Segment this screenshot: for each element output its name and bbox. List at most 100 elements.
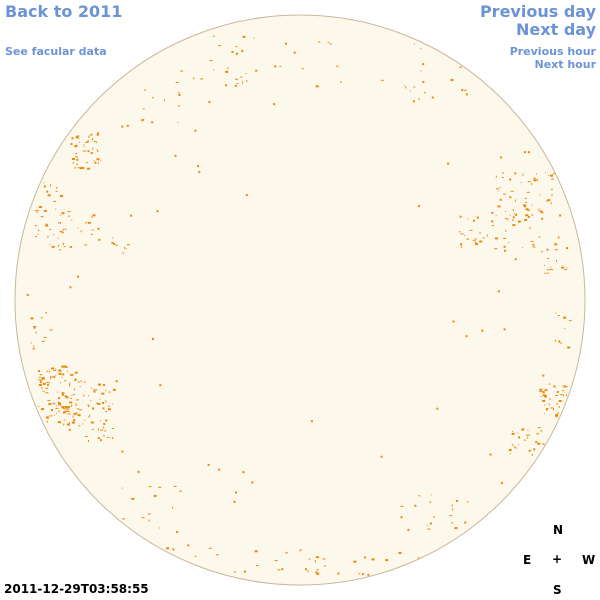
plage-speck: [371, 558, 375, 561]
plage-speck: [413, 43, 415, 45]
plage-speck: [532, 246, 536, 248]
plage-speck: [315, 85, 319, 88]
plage-speck: [107, 408, 111, 411]
plage-speck: [231, 51, 234, 53]
plage-speck: [466, 238, 468, 241]
plage-speck: [512, 219, 514, 221]
plage-speck: [111, 241, 114, 244]
plage-speck: [514, 172, 517, 175]
plage-speck: [236, 83, 239, 85]
plage-speck: [148, 519, 150, 522]
plage-speck: [464, 521, 467, 524]
see-facular-data-link[interactable]: See facular data: [5, 45, 107, 58]
plage-speck: [105, 400, 107, 403]
plage-speck: [553, 385, 556, 388]
plage-speck: [500, 156, 503, 159]
plage-speck: [550, 266, 552, 268]
plage-speck: [41, 387, 43, 389]
plage-speck: [527, 209, 531, 211]
plage-speck: [93, 160, 95, 162]
plage-speck: [420, 48, 422, 50]
plage-speck: [67, 215, 70, 217]
plage-speck: [66, 408, 70, 410]
plage-speck: [451, 504, 453, 507]
plage-speck: [482, 237, 485, 239]
plage-speck: [429, 501, 431, 503]
plage-speck: [514, 446, 516, 448]
compass-north-label: N: [553, 523, 564, 537]
plage-speck: [558, 237, 560, 239]
plage-speck: [559, 214, 562, 217]
plage-speck: [69, 286, 72, 289]
plage-speck: [558, 405, 560, 408]
plage-speck: [38, 229, 40, 232]
plage-speck: [550, 202, 552, 205]
plage-speck: [529, 226, 531, 229]
plage-speck: [141, 517, 145, 519]
plage-speck: [75, 403, 77, 404]
plage-speck: [90, 387, 92, 389]
plage-speck: [173, 485, 177, 487]
plage-speck: [43, 182, 45, 184]
plage-speck: [87, 167, 90, 170]
plage-speck: [558, 340, 561, 343]
plage-speck: [555, 394, 558, 396]
plage-speck: [459, 215, 462, 218]
plage-speck: [474, 238, 477, 240]
plage-speck: [245, 73, 247, 74]
plage-speck: [520, 182, 522, 184]
plage-speck: [53, 200, 57, 202]
plage-speck: [38, 206, 42, 208]
plage-speck: [234, 571, 236, 573]
previous-hour-link[interactable]: Previous hour: [509, 45, 596, 58]
plage-speck: [544, 272, 547, 274]
plage-speck: [68, 422, 70, 425]
previous-day-link[interactable]: Previous day: [479, 2, 596, 21]
plage-speck: [539, 388, 543, 391]
plage-speck: [497, 290, 500, 293]
compass-east-label: E: [523, 553, 532, 567]
plage-speck: [451, 522, 453, 524]
plage-speck: [549, 398, 551, 400]
plage-speck: [49, 415, 53, 417]
plage-speck: [489, 453, 492, 456]
plage-speck: [512, 224, 516, 227]
plage-speck: [147, 513, 151, 515]
plage-speck: [53, 375, 56, 378]
plage-speck: [340, 80, 342, 83]
plage-speck: [273, 103, 276, 106]
plage-speck: [537, 442, 541, 445]
plage-speck: [423, 92, 426, 94]
plage-speck: [142, 108, 145, 110]
plage-speck: [240, 76, 242, 78]
plage-speck: [510, 190, 514, 192]
plage-speck: [102, 435, 105, 437]
plage-speck: [524, 439, 526, 441]
plage-speck: [80, 230, 82, 233]
plage-speck: [533, 179, 537, 182]
plage-speck: [96, 142, 98, 144]
plage-speck: [514, 199, 516, 202]
plage-speck: [509, 214, 511, 216]
plage-speck: [55, 407, 59, 409]
plage-speck: [62, 411, 66, 414]
plage-speck: [174, 154, 177, 157]
plage-speck: [560, 342, 563, 344]
plage-speck: [301, 68, 304, 70]
plage-speck: [88, 440, 89, 442]
plage-speck: [547, 272, 550, 274]
plage-speck: [57, 391, 59, 393]
compass-west-label: W: [582, 553, 596, 567]
plage-speck: [73, 419, 76, 422]
plage-speck: [554, 339, 556, 342]
back-to-year-link[interactable]: Back to 2011: [5, 2, 123, 21]
next-day-link[interactable]: Next day: [516, 20, 596, 39]
plage-speck: [148, 486, 152, 488]
plage-speck: [503, 245, 506, 248]
plage-speck: [47, 194, 51, 197]
plage-speck: [104, 429, 106, 432]
plage-speck: [78, 381, 80, 383]
next-hour-link[interactable]: Next hour: [534, 58, 597, 71]
plage-speck: [61, 365, 65, 368]
plage-speck: [563, 394, 564, 397]
